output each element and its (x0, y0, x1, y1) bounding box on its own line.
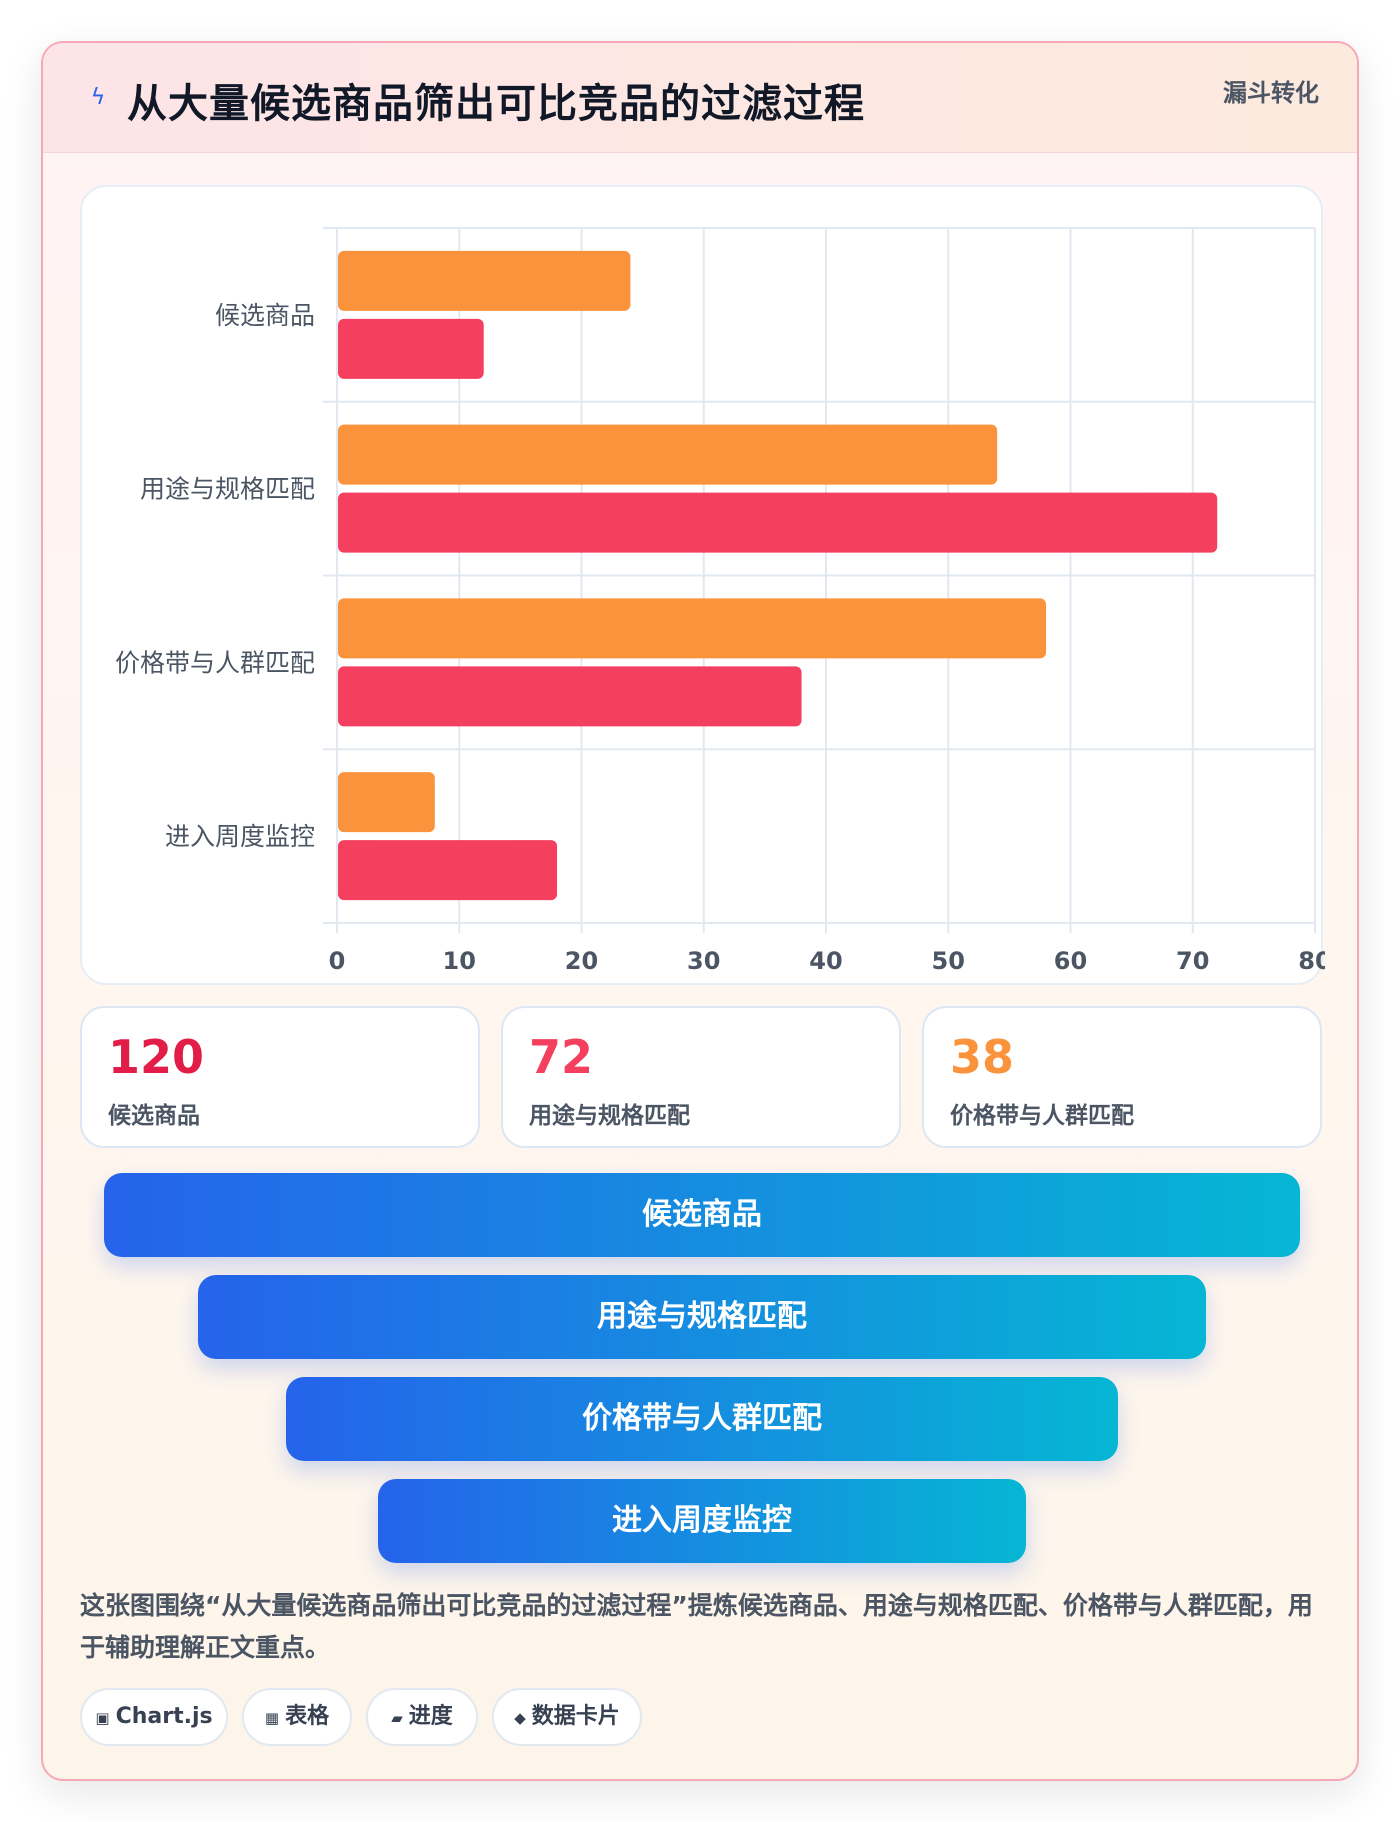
x-tick-label: 10 (443, 947, 476, 975)
y-category-label: 用途与规格匹配 (140, 475, 315, 504)
tag-table[interactable]: ▦ 表格 (242, 1688, 352, 1746)
y-category-label: 进入周度监控 (165, 822, 315, 851)
x-tick-label: 80 (1298, 947, 1325, 975)
diamond-icon: ◆ (514, 1709, 526, 1727)
x-tick-label: 20 (565, 947, 598, 975)
square-icon: ▣ (95, 1709, 110, 1727)
page-title: 从大量候选商品筛出可比竞品的过滤过程 (127, 81, 865, 127)
bar-chart-panel: 0 10 20 30 40 50 60 70 80 候选商品用途与规格匹配价格带与人群匹配进入周度… (80, 185, 1325, 985)
stat-value: 38 (950, 1030, 1015, 1084)
funnel-stage-1: 用途与规格匹配 (198, 1275, 1206, 1359)
bar-series-1 (338, 492, 1218, 553)
card-header: ϟ 从大量候选商品筛出可比竞品的过滤过程 漏斗转化 (43, 43, 1357, 153)
y-category-label: 价格带与人群匹配 (115, 648, 315, 677)
stat-value: 120 (108, 1030, 205, 1084)
tag-label: 表格 (285, 1704, 330, 1729)
chart-description: 这张图围绕“从大量候选商品筛出可比竞品的过滤过程”提炼候选商品、用途与规格匹配、… (80, 1591, 1313, 1662)
stat-value: 72 (529, 1030, 594, 1084)
tag-label: 进度 (408, 1704, 453, 1729)
x-tick-label: 0 (329, 947, 346, 975)
bar-series-1 (338, 318, 484, 379)
bar-series-0 (338, 772, 435, 833)
stat-card-0: 120 候选商品 (80, 1006, 480, 1148)
progress-icon: ▰ (391, 1709, 403, 1727)
y-category-label: 候选商品 (215, 301, 315, 330)
tag-chartjs[interactable]: ▣ Chart.js (80, 1688, 228, 1746)
stat-label: 价格带与人群匹配 (950, 1103, 1134, 1129)
x-tick-label: 40 (809, 947, 842, 975)
x-tick-label: 60 (1054, 947, 1087, 975)
tag-label: Chart.js (115, 1704, 213, 1729)
chart-card: ϟ 从大量候选商品筛出可比竞品的过滤过程 漏斗转化 0 10 20 30 40 50 60 7… (41, 41, 1359, 1781)
tag-label: 数据卡片 (531, 1704, 620, 1729)
stat-card-2: 38 价格带与人群匹配 (922, 1006, 1322, 1148)
funnel-stage-2: 价格带与人群匹配 (286, 1377, 1118, 1461)
funnel-stage-3: 进入周度监控 (378, 1479, 1026, 1563)
bar-series-0 (338, 250, 631, 311)
header-tag: 漏斗转化 (1223, 79, 1319, 107)
grid-icon: ▦ (264, 1709, 280, 1727)
stat-label: 候选商品 (108, 1103, 200, 1129)
tag-data-card[interactable]: ◆ 数据卡片 (492, 1688, 642, 1746)
bar-series-0 (338, 424, 998, 485)
bar-series-1 (338, 666, 802, 727)
x-tick-label: 50 (932, 947, 965, 975)
stat-label: 用途与规格匹配 (529, 1103, 690, 1129)
lightning-icon: ϟ (90, 85, 106, 110)
stat-card-1: 72 用途与规格匹配 (501, 1006, 901, 1148)
x-tick-label: 30 (687, 947, 720, 975)
tag-progress[interactable]: ▰ 进度 (366, 1688, 478, 1746)
bar-series-1 (338, 840, 558, 901)
funnel-stage-0: 候选商品 (104, 1173, 1300, 1257)
x-tick-label: 70 (1176, 947, 1209, 975)
bar-chart: 0 10 20 30 40 50 60 70 80 候选商品用途与规格匹配价格带与人群匹配进入周度… (115, 227, 1325, 975)
bar-series-0 (338, 598, 1047, 659)
